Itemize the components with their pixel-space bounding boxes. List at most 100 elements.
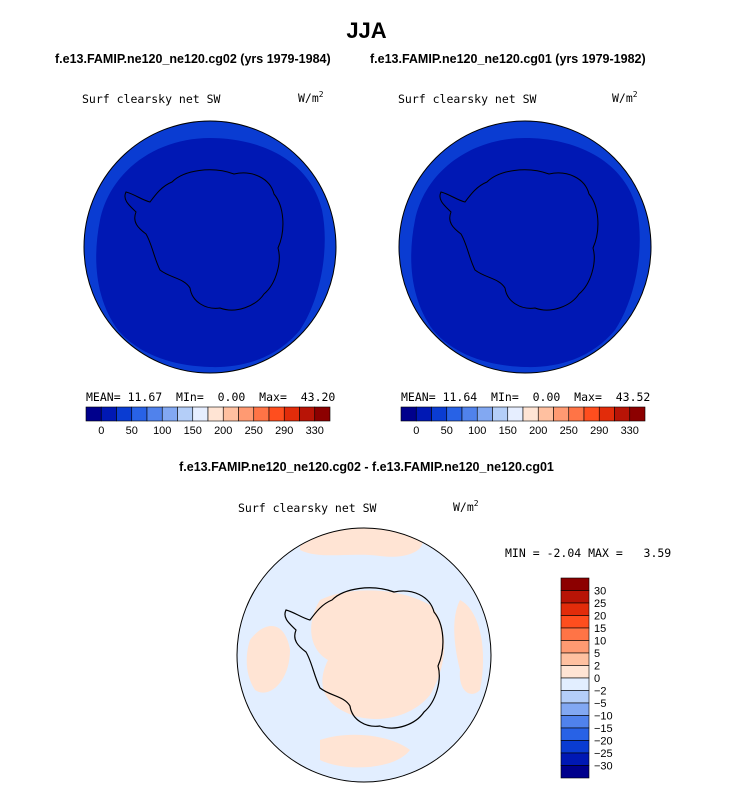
panel2-colorbar-swatch: [568, 406, 585, 422]
diff-colorbar-swatch: [560, 665, 590, 679]
panel1-stats: MEAN= 11.67 MIn= 0.00 Max= 43.20: [86, 390, 336, 404]
diff-colorbar-tick-label: 20: [594, 611, 606, 623]
diff-colorbar-swatch: [560, 615, 590, 629]
case-title-1: f.e13.FAMIP.ne120_ne120.cg02 (yrs 1979-1…: [55, 52, 331, 66]
panel2-colorbar-tick-label: 100: [468, 425, 486, 437]
panel1-colorbar-swatch: [207, 406, 224, 422]
panel1-border: [83, 120, 337, 374]
panel2-variable-label: Surf clearsky net SW: [398, 92, 537, 106]
panel1-colorbar-tick-label: 150: [184, 425, 202, 437]
diff-map: [236, 527, 492, 783]
panel2-inner-field: [411, 138, 640, 368]
panel2-colorbar-swatch: [431, 406, 448, 422]
diff-colorbar-tick-label: −25: [594, 748, 613, 760]
panel1-inner-field: [96, 138, 325, 368]
panel2-colorbar-swatch: [553, 406, 570, 422]
panel1-colorbar-tick-label: 0: [98, 425, 104, 437]
panel2-colorbar-swatch: [537, 406, 554, 422]
diff-colorbar-tick-label: −30: [594, 761, 613, 773]
panel2-colorbar-swatch: [400, 406, 417, 422]
panel1-variable-label: Surf clearsky net SW: [82, 92, 221, 106]
diff-colorbar-tick-label: −5: [594, 698, 607, 710]
diff-colorbar-tick-label: 30: [594, 586, 606, 598]
panel1-colorbar-swatch: [268, 406, 285, 422]
panel2-units-label: W/m2: [612, 90, 638, 105]
diff-colorbar-swatch: [560, 740, 590, 754]
diff-colorbar-swatch: [560, 752, 590, 766]
panel1-colorbar-swatch: [238, 406, 255, 422]
panel1-colorbar-swatch: [116, 406, 133, 422]
diff-colorbar-swatch: [560, 765, 590, 779]
diff-border: [236, 527, 492, 783]
diff-positive-patch-east: [454, 600, 484, 694]
panel2-colorbar-swatch: [476, 406, 493, 422]
diff-colorbar-swatch: [560, 577, 590, 591]
panel2-map: [398, 120, 652, 374]
diff-colorbar-tick-label: 0: [594, 673, 600, 685]
diff-colorbar-swatch: [560, 702, 590, 716]
panel1-colorbar-tick-label: 100: [153, 425, 171, 437]
panel1-colorbar-swatch: [222, 406, 239, 422]
diff-positive-patch-south: [320, 734, 410, 768]
panel2-colorbar-swatch: [629, 406, 646, 422]
panel1-colorbar-tick-label: 200: [214, 425, 232, 437]
panel1-colorbar-swatch: [283, 406, 300, 422]
panel2-colorbar-swatch: [522, 406, 539, 422]
panel1-units-label: W/m2: [298, 90, 324, 105]
panel2-colorbar-swatch: [461, 406, 478, 422]
panel2-colorbar-tick-label: 0: [413, 425, 419, 437]
diff-colorbar-swatch: [560, 602, 590, 616]
panel2-colorbar-swatch: [583, 406, 600, 422]
panel1-colorbar-swatch: [177, 406, 194, 422]
diff-colorbar-tick-label: −2: [594, 686, 607, 698]
panel2-colorbar-tick-label: 50: [441, 425, 453, 437]
panel1-colorbar-tick-label: 50: [126, 425, 138, 437]
diff-colorbar-swatch: [560, 627, 590, 641]
diff-colorbar-swatch: [560, 715, 590, 729]
diff-variable-label: Surf clearsky net SW: [238, 501, 377, 515]
panel2-colorbar-tick-label: 330: [621, 425, 639, 437]
panel1-colorbar-swatch: [131, 406, 148, 422]
diff-colorbar-tick-label: 15: [594, 623, 606, 635]
diff-colorbar-swatch: [560, 727, 590, 741]
panel1-colorbar-tick-label: 250: [245, 425, 263, 437]
case-title-2: f.e13.FAMIP.ne120_ne120.cg01 (yrs 1979-1…: [370, 52, 646, 66]
panel1-colorbar: 0 50 100 150 200 250 290 330: [85, 406, 331, 437]
panel2-stats: MEAN= 11.64 MIn= 0.00 Max= 43.52: [401, 390, 651, 404]
panel1-colorbar-swatch: [100, 406, 117, 422]
diff-colorbar-swatch: [560, 677, 590, 691]
diff-colorbar-swatch: [560, 590, 590, 604]
panel1-colorbar-swatch: [146, 406, 163, 422]
panel2-colorbar: 0 50 100 150 200 250 290 330: [400, 406, 646, 437]
panel1-colorbar-tick-label: 330: [306, 425, 324, 437]
diff-colorbar-swatch: [560, 640, 590, 654]
panel2-colorbar-tick-label: 150: [499, 425, 517, 437]
diff-colorbar-tick-label: 2: [594, 661, 600, 673]
panel1-colorbar-tick-label: 290: [275, 425, 293, 437]
panel2-colorbar-swatch: [415, 406, 432, 422]
diff-positive-patch-west: [246, 626, 290, 693]
diff-colorbar-tick-label: 10: [594, 636, 606, 648]
diff-colorbar-tick-label: −10: [594, 711, 613, 723]
main-title: JJA: [346, 18, 387, 43]
panel2-colorbar-tick-label: 250: [560, 425, 578, 437]
panel2-colorbar-tick-label: 200: [529, 425, 547, 437]
panel1-colorbar-swatch: [161, 406, 178, 422]
panel1-colorbar-swatch: [192, 406, 209, 422]
panel2-colorbar-swatch: [446, 406, 463, 422]
diff-colorbar-swatch: [560, 690, 590, 704]
diff-colorbar-swatch: [560, 652, 590, 666]
diff-stats: MIN = -2.04 MAX = 3.59: [505, 546, 672, 560]
panel1-colorbar-swatch: [85, 406, 102, 422]
panel2-border: [398, 120, 652, 374]
diff-colorbar-tick-label: 25: [594, 598, 606, 610]
diff-colorbar-tick-label: −15: [594, 723, 613, 735]
panel2-colorbar-tick-label: 290: [590, 425, 608, 437]
panel2-colorbar-swatch: [598, 406, 615, 422]
diff-units-label: W/m2: [453, 499, 479, 514]
panel1-map: [83, 120, 337, 374]
panel1-colorbar-swatch: [314, 406, 331, 422]
diff-colorbar-tick-label: −20: [594, 736, 613, 748]
